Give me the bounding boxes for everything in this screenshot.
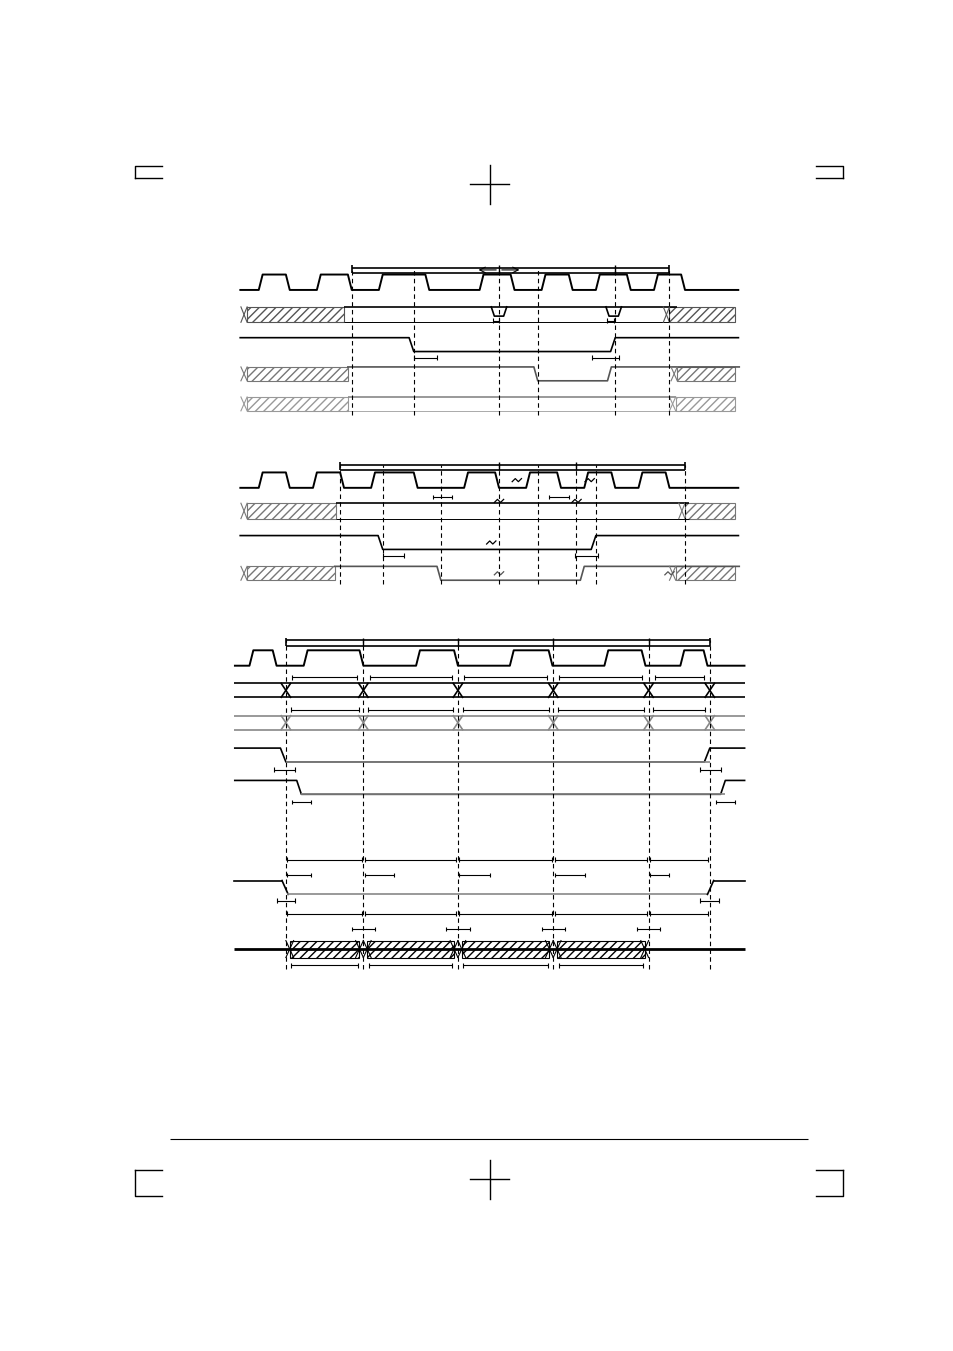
Bar — [675, 397, 735, 411]
Bar — [247, 397, 348, 411]
Bar — [675, 566, 735, 580]
Bar — [290, 940, 359, 958]
Bar — [557, 940, 644, 958]
Bar — [669, 307, 735, 323]
Bar — [461, 940, 549, 958]
Bar — [684, 503, 735, 519]
Bar — [247, 566, 335, 580]
Bar — [247, 307, 344, 323]
Bar — [367, 940, 454, 958]
Bar — [247, 367, 348, 381]
Bar — [247, 503, 335, 519]
Bar — [677, 367, 735, 381]
